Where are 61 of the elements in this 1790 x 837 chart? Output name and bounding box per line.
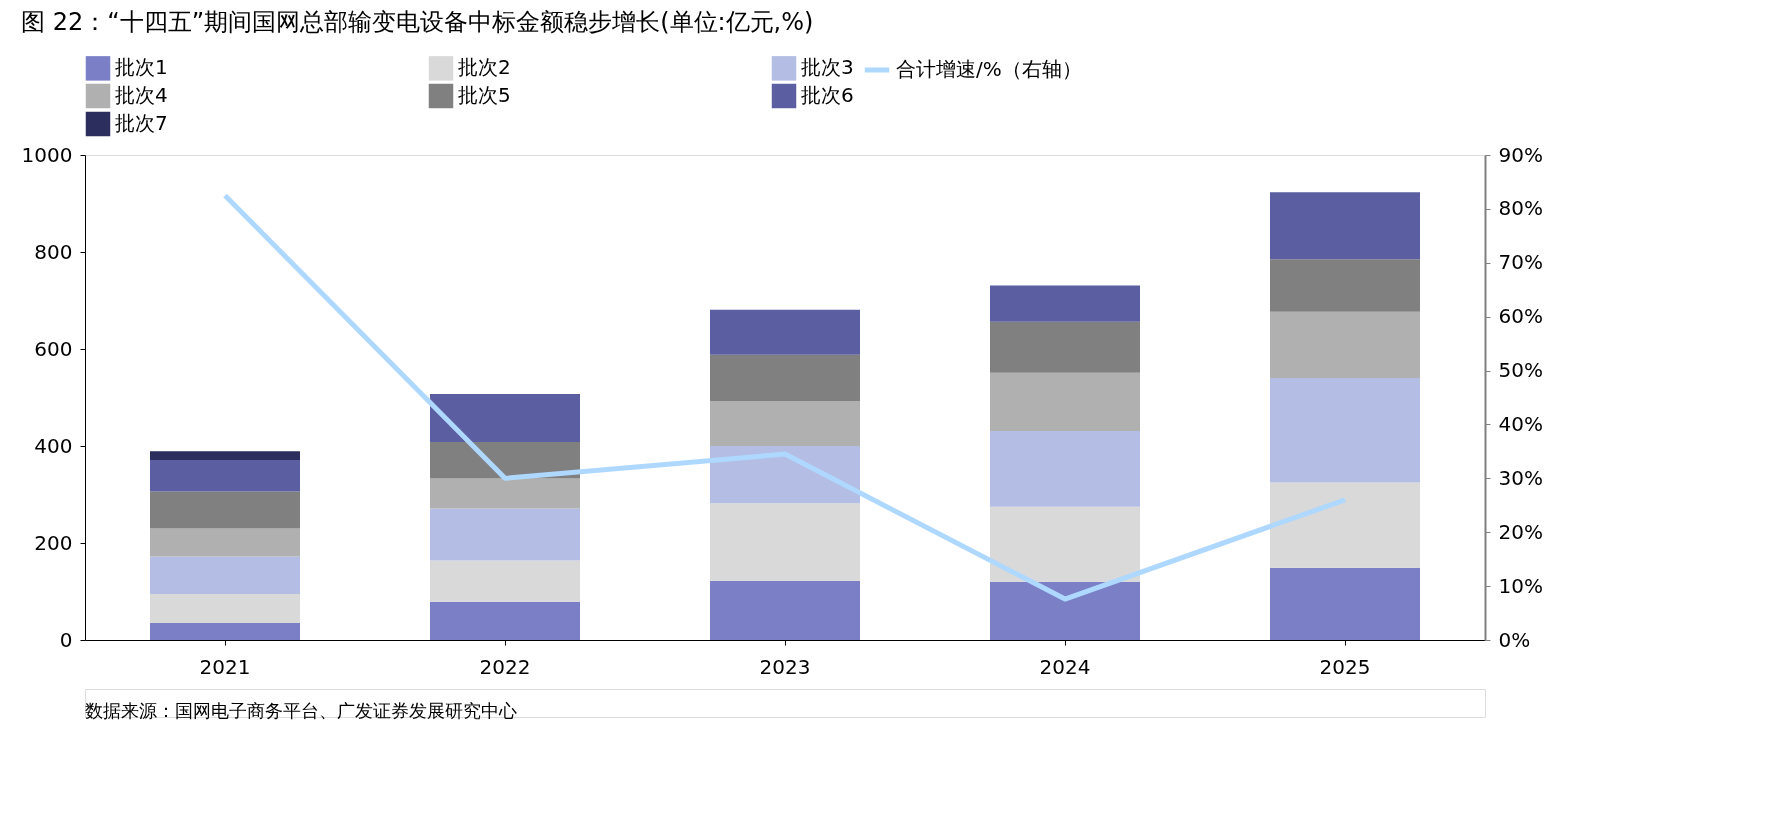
y2-tick-label: 40% bbox=[1498, 411, 1543, 436]
bar bbox=[710, 503, 860, 581]
y2-tick-label: 10% bbox=[1498, 573, 1543, 598]
y-tick-label: 0 bbox=[59, 627, 73, 652]
x-tick-label: 2025 bbox=[1319, 654, 1371, 679]
bar bbox=[710, 580, 860, 640]
y-tick-label: 1000 bbox=[21, 142, 73, 167]
bar bbox=[150, 593, 300, 624]
bar bbox=[710, 309, 860, 355]
y-tick-label: 600 bbox=[34, 336, 73, 361]
source-note: 数据来源：国网电子商务平台、广发证券发展研究中心 bbox=[85, 700, 517, 721]
bar bbox=[150, 528, 300, 557]
bar bbox=[1270, 482, 1420, 568]
bar bbox=[430, 601, 580, 640]
legend-label: 批次6 bbox=[801, 83, 854, 107]
legend-label: 合计增速/%（右轴） bbox=[896, 57, 1082, 81]
legend-label: 批次2 bbox=[458, 55, 511, 80]
legend-label: 批次1 bbox=[115, 55, 168, 80]
bar bbox=[1270, 311, 1420, 379]
y2-tick-label: 0% bbox=[1498, 627, 1531, 652]
bar bbox=[150, 460, 300, 492]
bar bbox=[430, 394, 580, 443]
bar bbox=[150, 623, 300, 640]
legend-label: 批次7 bbox=[115, 111, 168, 135]
bar bbox=[990, 506, 1140, 582]
bar bbox=[1270, 259, 1420, 312]
bar bbox=[1270, 567, 1420, 640]
y2-tick-label: 30% bbox=[1498, 465, 1543, 490]
bar bbox=[710, 400, 860, 446]
bar bbox=[710, 354, 860, 401]
y-tick-label: 200 bbox=[34, 530, 73, 555]
x-tick-label: 2022 bbox=[479, 654, 531, 679]
y2-tick-label: 70% bbox=[1498, 250, 1543, 275]
bar bbox=[150, 491, 300, 529]
y2-tick-label: 60% bbox=[1498, 304, 1543, 329]
bar bbox=[990, 285, 1140, 322]
bar bbox=[430, 478, 580, 509]
bar bbox=[990, 372, 1140, 431]
bar bbox=[1270, 378, 1420, 483]
legend-label: 批次3 bbox=[801, 55, 854, 80]
y2-tick-label: 90% bbox=[1498, 142, 1543, 167]
bar bbox=[150, 556, 300, 594]
y-tick-label: 400 bbox=[34, 433, 73, 458]
bar bbox=[990, 430, 1140, 507]
x-tick-label: 2021 bbox=[199, 654, 251, 679]
legend-label: 批次5 bbox=[458, 83, 511, 107]
chart-title: 图 22：“十四五”期间国网总部输变电设备中标金额稳步增长(单位:亿元,%) bbox=[21, 8, 814, 36]
x-tick-label: 2024 bbox=[1039, 654, 1091, 679]
y2-tick-label: 50% bbox=[1498, 358, 1543, 383]
bar bbox=[710, 446, 860, 504]
bar bbox=[1270, 192, 1420, 260]
x-tick-label: 2023 bbox=[759, 654, 811, 679]
y-tick-label: 800 bbox=[34, 239, 73, 264]
y2-tick-label: 80% bbox=[1498, 196, 1543, 221]
bar bbox=[150, 451, 300, 461]
bar bbox=[990, 581, 1140, 640]
bar bbox=[990, 321, 1140, 373]
bar bbox=[430, 560, 580, 602]
y2-tick-label: 20% bbox=[1498, 519, 1543, 544]
bar bbox=[430, 508, 580, 561]
legend-label: 批次4 bbox=[115, 83, 168, 107]
